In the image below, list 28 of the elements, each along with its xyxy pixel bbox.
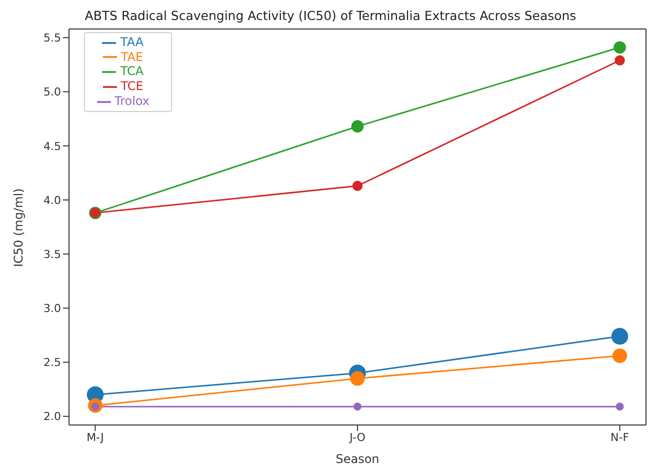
point [351,120,364,133]
y-tick-label: 4.0 [44,194,61,207]
point [612,348,628,364]
y-axis-title: IC50 (mg/ml) [11,188,26,267]
point [354,402,362,411]
y-tick-label: 2.5 [44,356,61,370]
point [614,41,626,54]
point [611,328,628,345]
chart-title: ABTS Radical Scavenging Activity (IC50) of Terminalia Extracts Across Seasons [84,8,578,24]
legend-label: TAA [120,35,144,49]
point [350,371,365,386]
y-tick-label: 4.5 [44,140,61,153]
legend-label: TAE [120,50,144,64]
x-tick-label: J-O [348,430,366,444]
y-tick-label: 5.5 [44,32,61,45]
legend-label: Trolox [114,94,150,108]
point [616,402,624,411]
point [352,180,363,191]
y-tick-label: 2.0 [44,410,61,424]
legend-label: TCE [120,79,144,94]
point [614,55,625,66]
y-tick-label: 3.0 [44,302,61,316]
y-tick-label: 5.0 [44,86,61,99]
x-tick-label: M-J [86,430,104,444]
x-tick-label: N-F [610,430,630,444]
legend-label: TCA [120,64,144,78]
x-axis-title: Season [336,452,380,466]
y-tick-label: 3.5 [44,248,61,261]
